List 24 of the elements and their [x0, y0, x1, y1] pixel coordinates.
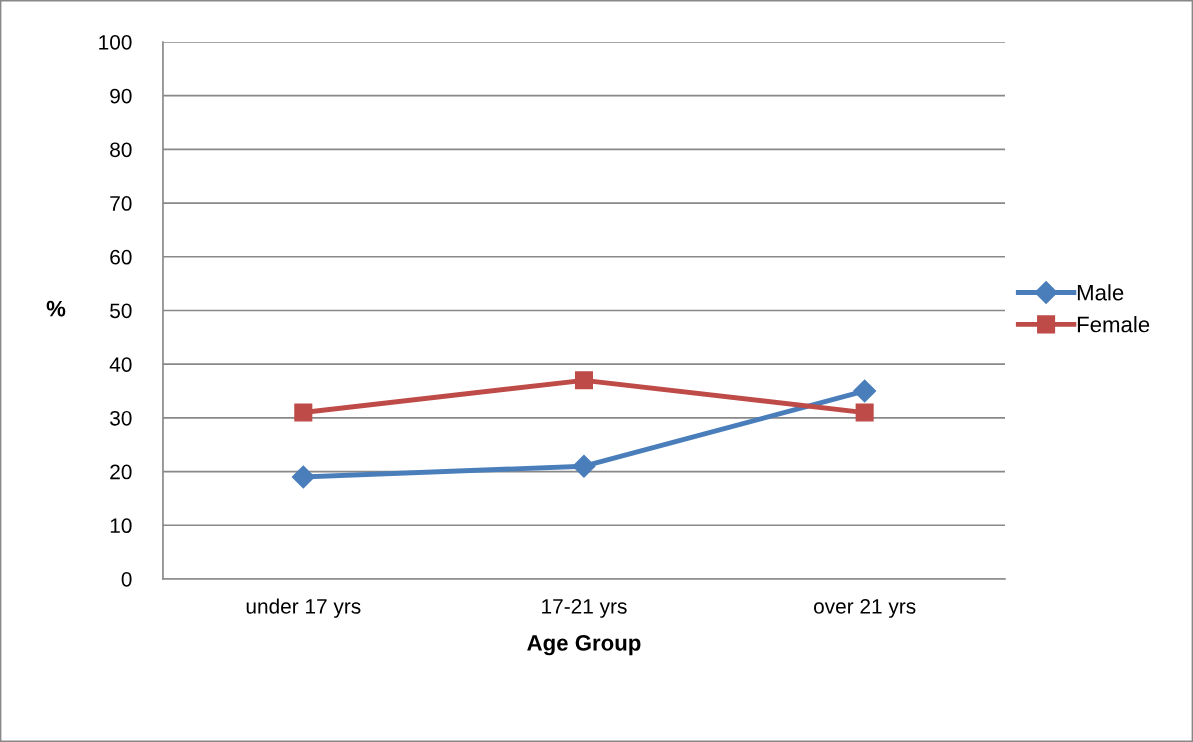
x-tick-label: over 21 yrs — [814, 598, 916, 618]
point — [574, 371, 594, 390]
y-tick-label: 10 — [110, 518, 132, 534]
y-tick-label: 60 — [110, 249, 132, 265]
y-tick-label: 100 — [99, 35, 132, 50]
y-tick-label: 70 — [110, 196, 132, 211]
legend-label: Female — [1077, 316, 1150, 333]
x-tick-label: under 17 yrs — [246, 598, 361, 618]
x-tick-label: 17-21 yrs — [542, 598, 627, 618]
point — [291, 465, 315, 489]
y-tick-label: 50 — [110, 303, 132, 319]
y-tick-label: 30 — [110, 410, 132, 426]
x-axis-title: Age Group — [527, 635, 641, 656]
point — [853, 379, 877, 403]
y-tick-label: 80 — [110, 142, 132, 158]
y-tick-label: 90 — [110, 88, 132, 104]
y-tick-label: 20 — [110, 464, 132, 480]
point — [294, 403, 313, 422]
point — [572, 454, 596, 478]
legend-label: Male — [1077, 284, 1124, 301]
y-tick-label: 40 — [109, 357, 132, 372]
y-tick-label: 0 — [121, 571, 132, 587]
y-axis-title: % — [46, 300, 66, 317]
point — [855, 403, 874, 422]
